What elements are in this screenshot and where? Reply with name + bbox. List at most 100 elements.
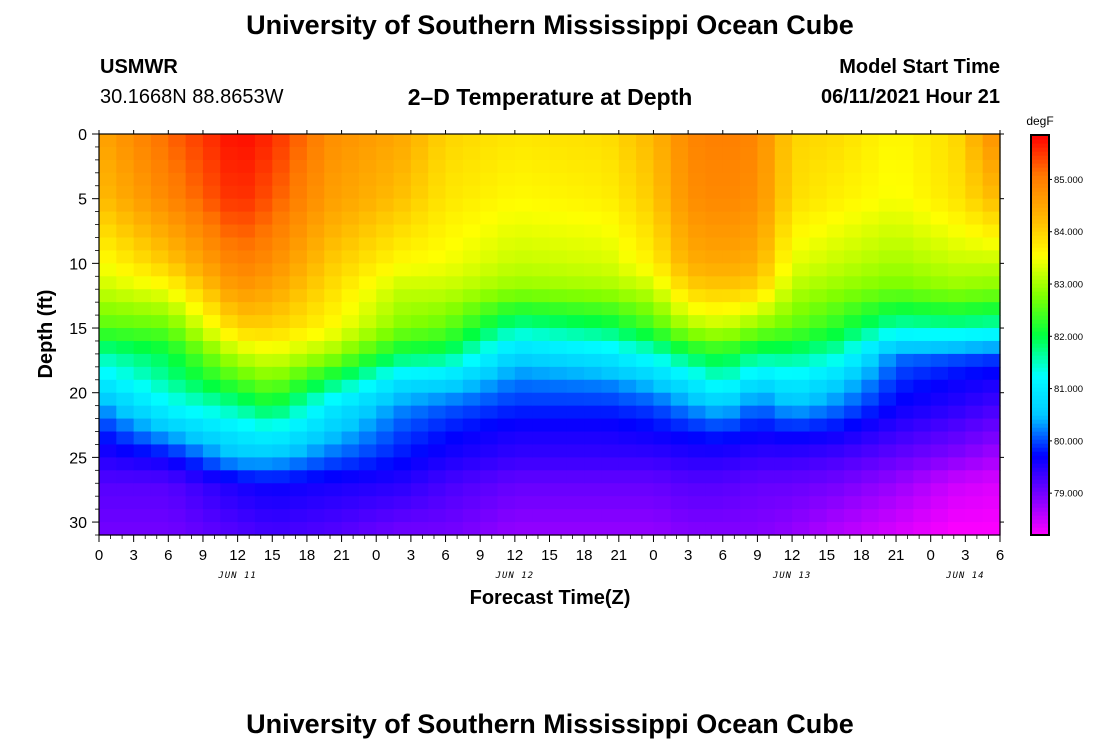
heatmap-cell: [445, 418, 464, 433]
heatmap-cell: [653, 509, 672, 523]
heatmap-cell: [445, 146, 464, 161]
heatmap-cell: [636, 405, 655, 420]
heatmap-cell: [566, 250, 585, 264]
heatmap-cell: [514, 340, 533, 355]
heatmap-cell: [826, 134, 845, 148]
heatmap-cell: [982, 134, 1001, 148]
heatmap-cell: [150, 405, 169, 420]
colorbar-segment: [1031, 163, 1049, 168]
heatmap-cell: [393, 198, 412, 213]
heatmap-cell: [601, 211, 620, 226]
heatmap-cell: [774, 315, 793, 329]
heatmap-cell: [272, 418, 291, 433]
heatmap-cell: [878, 159, 897, 174]
heatmap-cell: [861, 353, 880, 368]
colorbar-segment: [1031, 487, 1049, 492]
heatmap-cell: [757, 289, 776, 303]
heatmap-cell: [237, 522, 256, 536]
heatmap-cell: [653, 185, 672, 200]
heatmap-cell: [670, 263, 689, 277]
heatmap-cell: [133, 444, 152, 458]
heatmap-cell: [445, 185, 464, 200]
heatmap-cell: [150, 263, 169, 277]
heatmap-cell: [410, 185, 429, 200]
heatmap-cell: [324, 134, 343, 148]
heatmap-cell: [653, 224, 672, 239]
heatmap-cell: [930, 276, 949, 290]
heatmap-cell: [306, 211, 325, 226]
heatmap-cell: [757, 172, 776, 187]
heatmap-cell: [116, 302, 135, 316]
heatmap-cell: [185, 159, 204, 174]
heatmap-cell: [670, 328, 689, 342]
heatmap-cell: [532, 457, 551, 471]
colorbar-tick-label: 80.000: [1054, 436, 1083, 447]
heatmap-cell: [722, 302, 741, 316]
heatmap-cell: [844, 522, 862, 536]
heatmap-cell: [168, 431, 187, 446]
heatmap-cell: [237, 483, 256, 497]
heatmap-cell: [480, 353, 499, 368]
heatmap-cell: [774, 302, 793, 316]
heatmap-cell: [930, 185, 949, 200]
heatmap-cell: [237, 198, 256, 213]
heatmap-cell: [740, 276, 759, 290]
heatmap-cell: [324, 509, 343, 523]
heatmap-cell: [705, 509, 724, 523]
heatmap-cell: [722, 496, 741, 510]
heatmap-cell: [757, 392, 776, 407]
heatmap-cell: [774, 483, 793, 497]
colorbar-segment: [1031, 255, 1049, 260]
heatmap-cell: [809, 509, 828, 523]
heatmap-cell: [341, 522, 360, 536]
heatmap-cell: [982, 353, 1001, 368]
heatmap-cell: [324, 366, 343, 381]
heatmap-cell: [237, 509, 256, 523]
heatmap-cell: [220, 457, 239, 471]
colorbar-segment: [1031, 355, 1049, 360]
heatmap-cell: [410, 263, 429, 277]
x-tick-label: 18: [299, 547, 316, 564]
y-tick-label: 10: [69, 256, 87, 273]
heatmap-cell: [809, 237, 828, 252]
heatmap-cell: [809, 224, 828, 239]
heatmap-cell: [324, 379, 343, 394]
heatmap-cell: [965, 276, 984, 290]
heatmap-cell: [670, 224, 689, 239]
heatmap-cell: [878, 470, 897, 484]
heatmap-cell: [688, 457, 707, 471]
heatmap-cell: [376, 405, 395, 420]
heatmap-cell: [376, 185, 395, 200]
heatmap-cell: [601, 159, 620, 174]
heatmap-cell: [913, 146, 932, 161]
heatmap-cell: [220, 418, 239, 433]
heatmap-cell: [514, 172, 533, 187]
heatmap-cell: [168, 496, 187, 510]
heatmap-cell: [757, 134, 776, 148]
heatmap-cell: [792, 159, 811, 174]
heatmap-cell: [653, 250, 672, 264]
heatmap-cell: [497, 522, 516, 536]
heatmap-cell: [618, 405, 637, 420]
heatmap-cell: [480, 302, 499, 316]
heatmap-cell: [272, 224, 291, 239]
heatmap-cell: [150, 134, 169, 148]
heatmap-cell: [566, 431, 585, 446]
heatmap-cell: [896, 405, 914, 420]
heatmap-cell: [896, 276, 914, 290]
heatmap-cell: [358, 134, 377, 148]
heatmap-cell: [549, 185, 568, 200]
heatmap-cell: [168, 185, 187, 200]
heatmap-cell: [410, 134, 429, 148]
heatmap-cell: [462, 224, 481, 239]
heatmap-cell: [393, 159, 412, 174]
heatmap-cell: [514, 237, 533, 252]
heatmap-cell: [670, 379, 689, 394]
heatmap-cell: [792, 379, 811, 394]
heatmap-cell: [844, 509, 862, 523]
heatmap-cell: [809, 379, 828, 394]
heatmap-cell: [150, 250, 169, 264]
heatmap-cell: [428, 172, 447, 187]
heatmap-cell: [722, 444, 741, 458]
heatmap-cell: [930, 250, 949, 264]
